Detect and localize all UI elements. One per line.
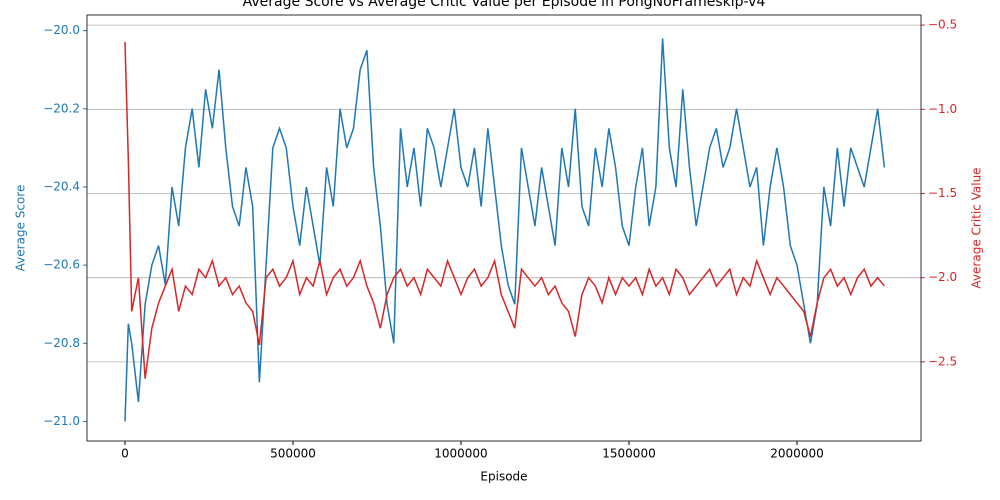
x-tick-label: 1500000 [602, 447, 655, 461]
y2-tick-label: −1.5 [928, 186, 957, 200]
y2-tick-label: −2.0 [928, 270, 957, 284]
y-tick-label: −20.6 [43, 258, 80, 272]
y-tick-label: −20.0 [43, 23, 80, 37]
x-axis-label: Episode [480, 470, 527, 484]
series-line [124, 38, 886, 422]
y2-tick-label: −2.5 [928, 354, 957, 368]
y-tick-label: −21.0 [43, 414, 80, 428]
plot-frame [86, 14, 922, 442]
y2-axis-label: Average Critic Value [970, 167, 984, 288]
x-tick-label: 500000 [270, 447, 316, 461]
y-tick-label: −20.2 [43, 101, 80, 115]
y2-tick-label: −1.0 [928, 102, 957, 116]
y-tick-label: −20.4 [43, 179, 80, 193]
series-line [124, 41, 885, 379]
y2-tick-label: −0.5 [928, 18, 957, 32]
y-tick-label: −20.8 [43, 336, 80, 350]
y-axis-label: Average Score [14, 185, 28, 272]
chart-title: Average Score vs Average Critic Value pe… [243, 0, 766, 10]
x-tick-label: 2000000 [770, 447, 823, 461]
x-tick-label: 0 [121, 447, 129, 461]
x-tick-label: 1000000 [434, 447, 487, 461]
